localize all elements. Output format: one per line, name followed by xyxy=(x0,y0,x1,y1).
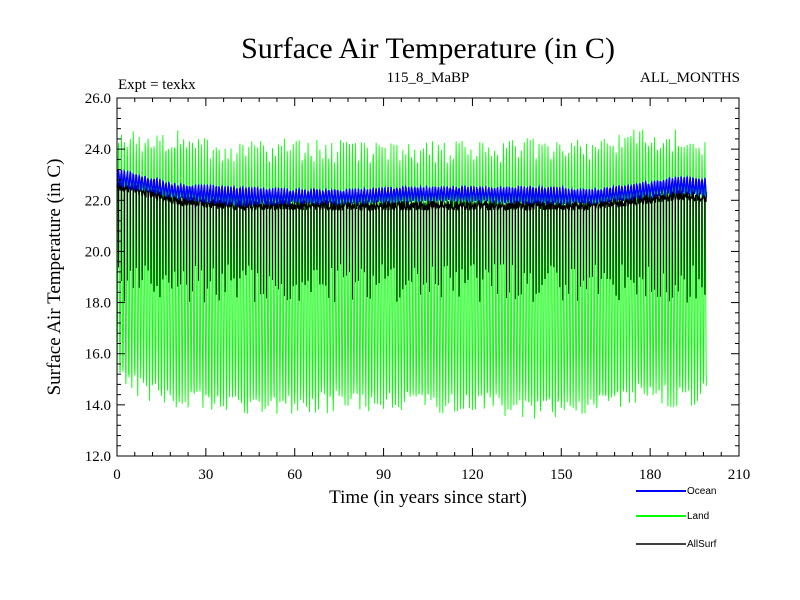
legend-label-allsurf: AllSurf xyxy=(687,539,717,550)
y-tick-label: 26.0 xyxy=(85,91,111,107)
axis-ticks xyxy=(116,97,740,457)
x-tick-label: 90 xyxy=(376,467,391,483)
x-tick-label: 150 xyxy=(550,467,573,483)
legend-label-ocean: Ocean xyxy=(687,486,716,497)
y-tick-label: 18.0 xyxy=(85,296,111,312)
x-tick-label: 0 xyxy=(113,467,121,483)
x-tick-label: 60 xyxy=(287,467,302,483)
x-axis-label: Time (in years since start) xyxy=(329,487,527,508)
x-tick-label: 180 xyxy=(639,467,662,483)
legend: Ocean Land AllSurf xyxy=(636,486,717,550)
x-tick-label: 120 xyxy=(461,467,484,483)
y-axis-label: Surface Air Temperature (in C) xyxy=(44,159,65,396)
y-tick-label: 20.0 xyxy=(85,244,111,260)
months-label: ALL_MONTHS xyxy=(640,70,740,86)
period-label: 115_8_MaBP xyxy=(387,70,470,86)
series-line-land xyxy=(116,129,707,419)
plot-frame xyxy=(116,97,740,457)
y-tick-label: 16.0 xyxy=(85,347,111,363)
tick-labels: 0 30 60 90 120 150 180 210 12.0 14.0 16.0 18.0 20.0 2… xyxy=(85,91,751,483)
y-tick-label: 12.0 xyxy=(85,449,111,465)
legend-label-land: Land xyxy=(687,511,709,522)
chart-title: Surface Air Temperature (in C) xyxy=(241,32,615,65)
experiment-label: Expt = texkx xyxy=(118,77,196,93)
y-tick-label: 14.0 xyxy=(85,398,111,414)
y-tick-label: 24.0 xyxy=(85,142,111,158)
x-tick-label: 30 xyxy=(198,467,213,483)
y-tick-label: 22.0 xyxy=(85,193,111,209)
series-line-ocean xyxy=(116,169,708,208)
x-tick-label: 210 xyxy=(728,467,751,483)
plot-data xyxy=(116,129,708,419)
